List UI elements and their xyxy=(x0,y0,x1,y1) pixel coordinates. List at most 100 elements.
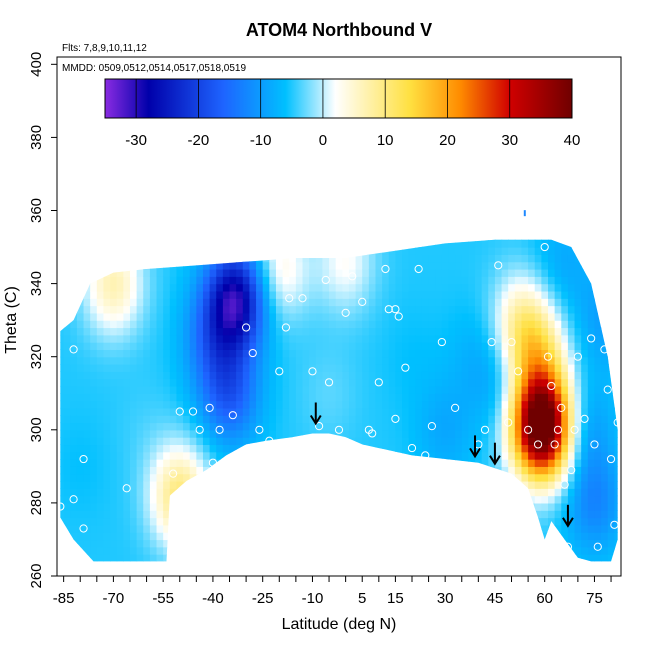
heatmap-cell xyxy=(514,247,523,255)
heatmap-cell xyxy=(395,225,402,233)
heatmap-cell xyxy=(275,488,284,497)
heatmap-cell xyxy=(521,356,529,365)
heatmap-cell xyxy=(554,400,562,409)
heatmap-cell xyxy=(435,290,443,299)
heatmap-cell xyxy=(561,466,569,475)
heatmap-cell xyxy=(521,488,529,497)
heatmap-cell xyxy=(136,261,144,270)
heatmap-cell xyxy=(488,371,496,380)
heatmap-cell xyxy=(587,305,596,314)
heatmap-cell xyxy=(289,393,297,402)
heatmap-cell xyxy=(156,385,164,394)
heatmap-cell xyxy=(607,298,615,307)
heatmap-cell xyxy=(421,437,430,446)
heatmap-cell xyxy=(488,239,496,248)
heatmap-cell xyxy=(508,239,516,248)
flight-point xyxy=(573,352,582,361)
y-tick-label: 380 xyxy=(28,125,45,150)
heatmap-cell xyxy=(136,239,144,248)
heatmap-cell xyxy=(461,385,469,394)
heatmap-cell xyxy=(96,393,105,402)
heatmap-cell xyxy=(76,247,85,255)
heatmap-cell xyxy=(368,539,377,548)
heatmap-cell xyxy=(608,225,615,233)
heatmap-cell xyxy=(368,554,377,562)
heatmap-cell xyxy=(236,378,244,387)
heatmap-cell xyxy=(96,283,105,292)
heatmap-cell xyxy=(548,554,556,562)
heatmap-cell xyxy=(83,254,91,263)
heatmap-cell xyxy=(461,510,469,519)
heatmap-cell xyxy=(501,444,509,453)
heatmap-cell xyxy=(601,539,609,548)
heatmap-cell xyxy=(63,502,71,511)
heatmap-cell xyxy=(322,459,330,467)
heatmap-cell xyxy=(475,554,483,562)
heatmap-cell xyxy=(183,378,191,387)
flight-point xyxy=(391,414,400,423)
heatmap-cell xyxy=(269,524,277,533)
heatmap-cell xyxy=(156,466,164,475)
heatmap-cell xyxy=(554,239,562,248)
heatmap-cell xyxy=(315,466,324,475)
heatmap-cell xyxy=(262,466,270,475)
heatmap-cell xyxy=(561,268,569,277)
heatmap-cell xyxy=(488,451,496,460)
heatmap-cell xyxy=(222,290,231,299)
heatmap-cell xyxy=(123,320,131,329)
heatmap-cell xyxy=(209,254,217,263)
heatmap-cell xyxy=(242,349,251,358)
heatmap-cell xyxy=(123,473,131,482)
heatmap-cell xyxy=(222,422,231,431)
heatmap-cell xyxy=(196,517,204,526)
heatmap-cell xyxy=(90,510,98,519)
heatmap-cell xyxy=(415,342,423,350)
heatmap-cell xyxy=(103,444,111,453)
heatmap-cell xyxy=(574,451,582,460)
heatmap-cell xyxy=(110,502,118,511)
heatmap-cell xyxy=(236,554,244,562)
heatmap-cell xyxy=(103,283,111,292)
heatmap-cell xyxy=(289,495,297,504)
heatmap-cell xyxy=(388,517,396,526)
heatmap-cell xyxy=(263,225,270,233)
heatmap-cell xyxy=(269,539,277,548)
heatmap-cell xyxy=(90,254,98,263)
heatmap-cell xyxy=(229,422,237,431)
heatmap-cell xyxy=(202,546,211,555)
heatmap-cell xyxy=(448,546,456,555)
heatmap-cell xyxy=(514,356,523,365)
heatmap-cell xyxy=(63,276,71,285)
flight-point xyxy=(242,323,251,332)
heatmap-cell xyxy=(348,510,357,519)
heatmap-cell xyxy=(143,524,151,533)
heatmap-cell xyxy=(541,290,549,299)
heatmap-cell xyxy=(289,532,297,541)
heatmap-cell xyxy=(368,466,377,475)
heatmap-cell xyxy=(169,364,178,372)
heatmap-cell xyxy=(561,451,569,460)
heatmap-cell xyxy=(103,488,111,497)
heatmap-cell xyxy=(209,385,217,394)
heatmap-cell xyxy=(461,247,469,255)
heatmap-cell xyxy=(581,444,589,453)
heatmap-cell xyxy=(262,415,270,424)
heatmap-cell xyxy=(415,334,423,343)
heatmap-cell xyxy=(594,247,602,255)
heatmap-cell xyxy=(421,444,430,453)
heatmap-cell xyxy=(149,371,158,380)
heatmap-cell xyxy=(110,327,118,336)
heatmap-cell xyxy=(302,480,310,489)
heatmap-cell xyxy=(594,517,602,526)
heatmap-cell xyxy=(163,393,171,402)
heatmap-cell xyxy=(275,495,284,504)
heatmap-cell xyxy=(262,429,270,438)
heatmap-cell xyxy=(256,415,264,424)
heatmap-cell xyxy=(481,407,489,416)
heatmap-cell xyxy=(275,378,284,387)
heatmap-cell xyxy=(329,327,337,336)
heatmap-cell xyxy=(295,290,304,299)
heatmap-cell xyxy=(222,429,231,438)
heatmap-cell xyxy=(481,473,489,482)
heatmap-cell xyxy=(554,459,562,467)
